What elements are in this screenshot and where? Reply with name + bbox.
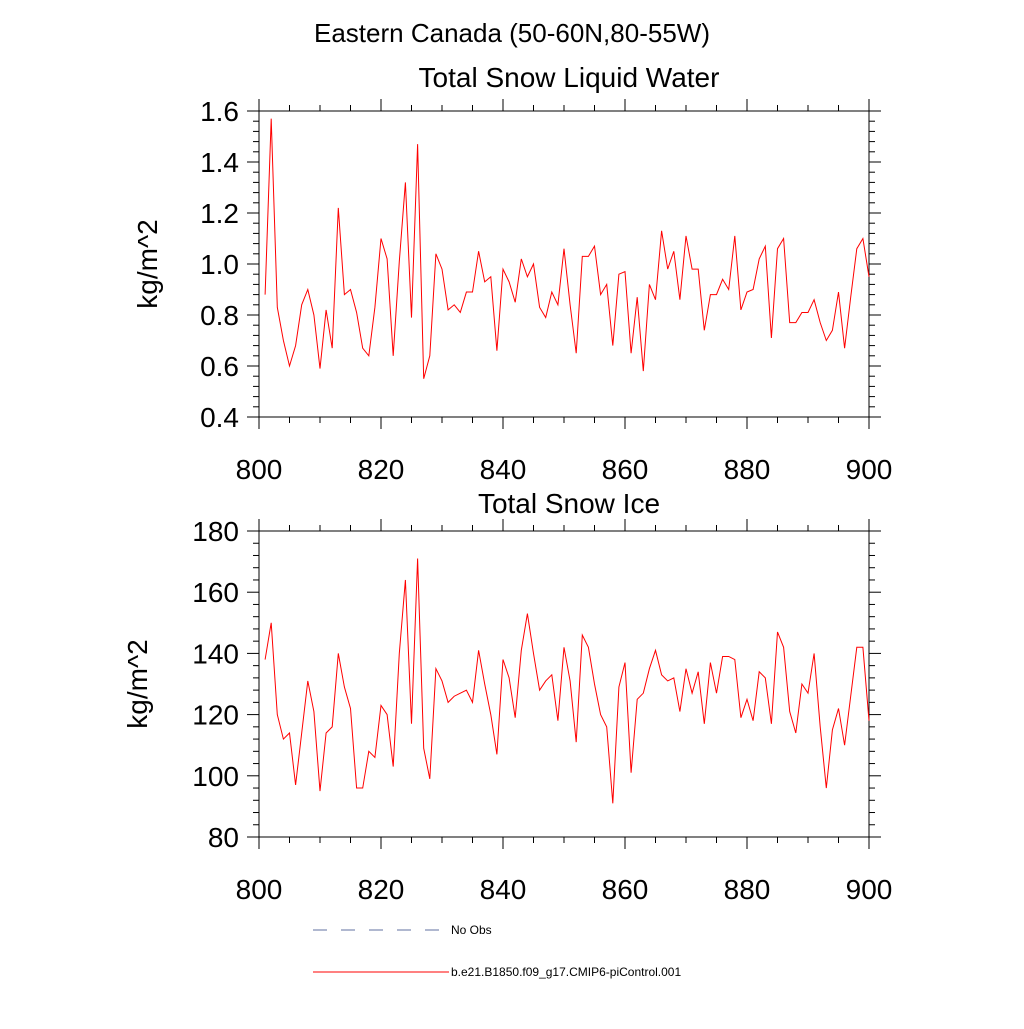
y-tick-label: 0.6 [200, 351, 239, 382]
y-tick-label: 160 [192, 577, 239, 608]
series-line [264, 558, 870, 804]
x-tick-label: 800 [236, 874, 283, 905]
y-tick-label: 140 [192, 638, 239, 669]
y-tick-label: 100 [192, 761, 239, 792]
x-tick-label: 880 [724, 454, 771, 485]
x-tick-label: 860 [602, 454, 649, 485]
legend-item: b.e21.B1850.f09_g17.CMIP6-piControl.001 [313, 965, 681, 979]
panel-2: Total Snow Ice 800 820 840 860 880 900 80 100 120… [122, 488, 892, 905]
x-tick-label: 840 [480, 454, 527, 485]
legend-label: b.e21.B1850.f09_g17.CMIP6-piControl.001 [451, 965, 681, 979]
x-tick-label: 840 [480, 874, 527, 905]
y-tick-label: 120 [192, 700, 239, 731]
y-axis-label: kg/m^2 [132, 219, 163, 308]
y-tick-label: 1.0 [200, 249, 239, 280]
panel-title: Total Snow Liquid Water [419, 62, 720, 93]
y-tick-label: 180 [192, 516, 239, 547]
y-tick-label: 80 [208, 822, 239, 853]
x-tick-label: 900 [846, 454, 893, 485]
plot-frame [258, 530, 870, 838]
x-tick-label: 820 [358, 874, 405, 905]
x-tick-label: 880 [724, 874, 771, 905]
legend-item: No Obs [313, 923, 492, 937]
y-tick-label: 0.8 [200, 300, 239, 331]
x-tick-label: 800 [236, 454, 283, 485]
legend: No Obs b.e21.B1850.f09_g17.CMIP6-piContro… [313, 923, 681, 979]
x-tick-label: 820 [358, 454, 405, 485]
figure-title: Eastern Canada (50-60N,80-55W) [314, 18, 710, 48]
panel-1: Total Snow Liquid Water 800 820 840 860 880 90… [132, 62, 892, 485]
plot-frame [258, 110, 870, 418]
y-tick-label: 0.4 [200, 402, 239, 433]
x-tick-label: 860 [602, 874, 649, 905]
y-tick-label: 1.4 [200, 147, 239, 178]
y-tick-label: 1.6 [200, 96, 239, 127]
series-line [264, 118, 870, 379]
y-tick-label: 1.2 [200, 198, 239, 229]
x-tick-label: 900 [846, 874, 893, 905]
panel-title: Total Snow Ice [478, 488, 660, 519]
legend-label: No Obs [451, 923, 492, 937]
y-axis-label: kg/m^2 [122, 639, 153, 728]
